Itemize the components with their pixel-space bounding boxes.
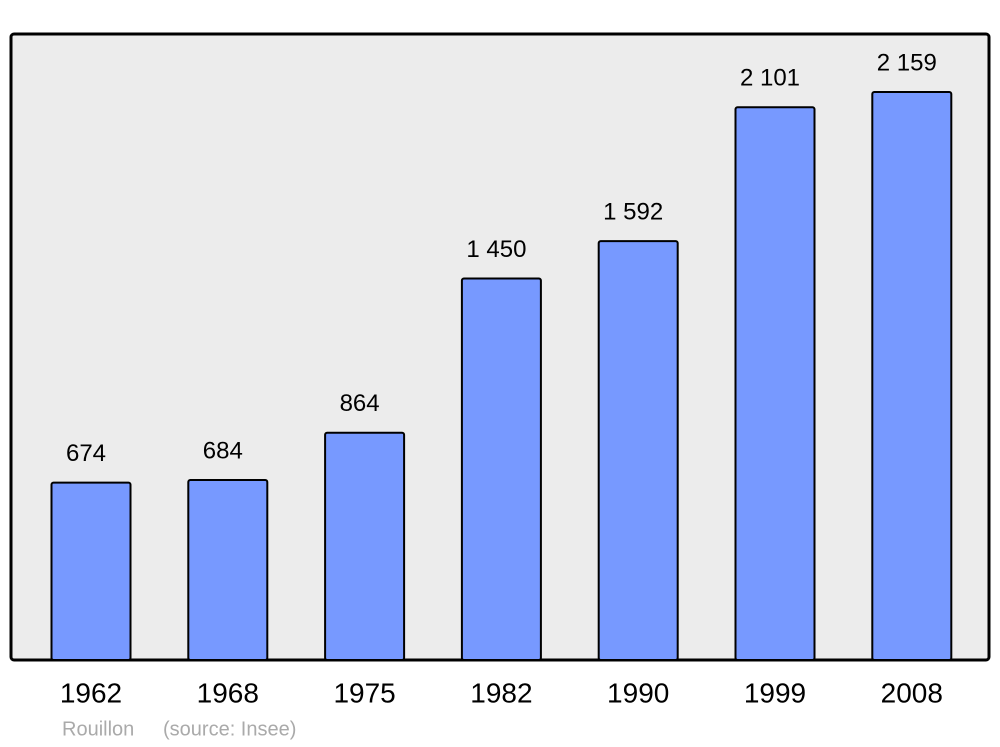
value-label: 1 450	[466, 236, 526, 263]
x-tick-label: 1982	[470, 677, 532, 708]
value-label: 2 101	[740, 65, 800, 92]
bar	[324, 431, 406, 661]
value-label: 674	[66, 440, 106, 467]
value-label: 864	[340, 390, 380, 417]
bar	[50, 481, 132, 661]
bar	[597, 240, 679, 661]
x-tick-label: 1975	[333, 677, 395, 708]
bar	[734, 106, 816, 662]
value-label: 1 592	[603, 199, 663, 226]
value-label: 684	[203, 437, 243, 464]
source: (source: Insee)	[163, 718, 296, 740]
bar	[871, 91, 953, 661]
x-tick-label: 1968	[197, 677, 259, 708]
x-tick-label: 2008	[881, 677, 943, 708]
caption: Rouillon	[62, 718, 134, 740]
x-tick-label: 1990	[607, 677, 669, 708]
x-tick-label: 1999	[744, 677, 806, 708]
bar	[460, 277, 542, 661]
x-tick-label: 1962	[60, 677, 122, 708]
bar	[187, 479, 269, 661]
value-label: 2 159	[877, 49, 937, 76]
